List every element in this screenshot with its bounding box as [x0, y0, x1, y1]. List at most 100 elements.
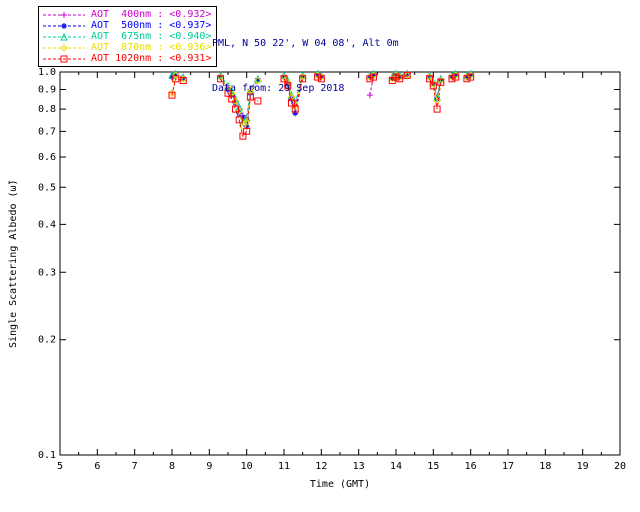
x-tick-label: 15	[427, 461, 439, 472]
series-line	[391, 74, 408, 81]
x-tick-label: 5	[57, 461, 63, 472]
y-axis-title: Single Scattering Albedo (ω̃)	[8, 179, 19, 348]
x-tick-label: 18	[539, 461, 551, 472]
legend-label: AOT 1020nm : <0.931>	[91, 53, 212, 64]
series-line	[283, 76, 304, 109]
y-tick-label: 0.6	[38, 152, 56, 163]
square-marker	[235, 116, 243, 124]
x-axis-title: Time (GMT)	[309, 479, 371, 490]
square-marker	[254, 97, 262, 105]
square-marker	[228, 95, 236, 103]
x-tick-label: 20	[614, 461, 626, 472]
x-tick-label: 19	[577, 461, 589, 472]
legend-label: AOT 400nm : <0.932>	[91, 9, 212, 20]
site-location: PML, N 50 22', W 04 08', Alt 0m	[212, 38, 399, 49]
square-marker	[280, 75, 288, 83]
legend-entry: AOT 675nm : <0.940>	[41, 31, 211, 42]
square-marker	[243, 127, 251, 135]
triangle-marker	[60, 32, 68, 40]
x-tick-label: 11	[278, 461, 290, 472]
square-marker	[396, 75, 404, 83]
square-marker	[366, 75, 374, 83]
y-tick-label: 0.7	[38, 126, 56, 137]
square-marker	[437, 78, 445, 86]
diamond-marker	[254, 76, 262, 85]
legend-sample-line	[43, 32, 85, 40]
square-marker	[463, 75, 471, 83]
square-marker	[179, 77, 187, 85]
plot-frame	[59, 71, 621, 456]
x-tick-label: 7	[132, 461, 138, 472]
legend-entry: AOT 1020nm : <0.931>	[41, 53, 211, 64]
y-tick-label: 0.5	[38, 182, 56, 193]
x-tick-label: 14	[390, 461, 402, 472]
x-tick-label: 8	[169, 461, 175, 472]
x-tick-label: 6	[94, 461, 100, 472]
square-marker	[299, 75, 307, 83]
asterisk-marker	[467, 72, 474, 79]
x-tick-label: 17	[502, 461, 514, 472]
diamond-marker	[433, 97, 441, 105]
asterisk-marker	[288, 96, 295, 103]
square-marker	[60, 55, 68, 62]
square-marker	[246, 93, 254, 101]
y-tick-label: 0.4	[38, 219, 56, 230]
asterisk-marker	[370, 72, 377, 79]
series-line	[220, 78, 259, 138]
y-tick-label: 1.0	[38, 67, 56, 78]
asterisk-marker	[281, 74, 287, 81]
square-marker	[426, 75, 434, 83]
legend-label: AOT 500nm : <0.937>	[91, 20, 212, 31]
square-marker	[239, 132, 247, 140]
site-header: PML, N 50 22', W 04 08', Alt 0m Data fro…	[212, 6, 399, 126]
diamond-marker	[235, 107, 243, 115]
asterisk-marker	[404, 70, 411, 77]
asterisk-marker	[239, 114, 246, 121]
square-marker	[317, 75, 325, 83]
plus-marker	[61, 11, 67, 18]
series-line	[283, 75, 304, 105]
series-line	[429, 76, 442, 102]
y-tick-label: 0.8	[38, 104, 56, 115]
square-marker	[224, 89, 232, 97]
square-marker	[217, 75, 225, 83]
asterisk-marker	[61, 22, 67, 29]
asterisk-marker	[254, 77, 261, 84]
series-line	[283, 78, 304, 111]
series-line	[171, 74, 184, 94]
x-tick-label: 13	[353, 461, 365, 472]
legend-box: AOT 400nm : <0.932> AOT 500nm : <0.937> AO…	[38, 6, 218, 67]
legend-entry: AOT 870nm : <0.936>	[41, 42, 211, 53]
y-tick-label: 0.1	[38, 450, 56, 461]
legend-entry: AOT 500nm : <0.937>	[41, 20, 211, 31]
asterisk-marker	[228, 92, 235, 99]
legend-sample-line	[43, 43, 85, 52]
square-marker	[392, 73, 400, 81]
asterisk-marker	[225, 86, 231, 93]
series-aot-1020nm	[168, 71, 475, 140]
square-marker	[467, 73, 475, 81]
x-tick-label: 10	[241, 461, 253, 472]
y-tick-label: 0.3	[38, 267, 56, 278]
square-marker	[284, 82, 292, 90]
legend-label: AOT 870nm : <0.936>	[91, 42, 212, 53]
square-marker	[370, 73, 378, 81]
square-marker	[452, 73, 460, 81]
asterisk-marker	[217, 74, 224, 81]
asterisk-marker	[389, 75, 396, 82]
square-marker	[291, 105, 299, 113]
asterisk-marker	[314, 72, 321, 79]
square-marker	[231, 105, 239, 113]
triangle-marker	[235, 102, 244, 111]
diamond-marker	[231, 97, 240, 105]
series-line	[429, 75, 442, 98]
asterisk-marker	[292, 110, 299, 117]
asterisk-marker	[232, 99, 239, 106]
asterisk-marker	[284, 81, 291, 88]
square-marker	[448, 75, 456, 83]
y-tick-label: 0.2	[38, 335, 56, 346]
legend-label: AOT 675nm : <0.940>	[91, 31, 212, 42]
square-marker	[433, 105, 441, 113]
plus-marker	[366, 92, 373, 99]
